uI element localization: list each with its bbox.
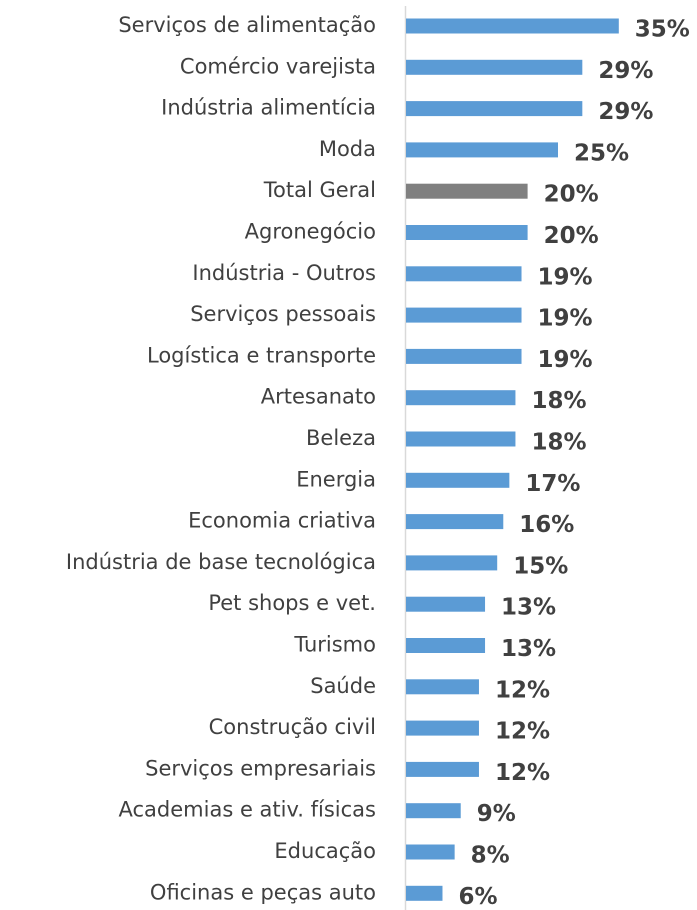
- bar: [406, 348, 522, 364]
- data-label: 18%: [531, 388, 586, 414]
- data-label: 25%: [574, 140, 629, 166]
- bar: [406, 101, 583, 117]
- category-label: Total Geral: [263, 178, 376, 202]
- category-label: Turismo: [293, 633, 376, 657]
- data-label: 15%: [513, 553, 568, 579]
- category-label: Educação: [274, 839, 376, 863]
- bar: [406, 307, 522, 323]
- bar: [406, 844, 455, 860]
- bar: [406, 679, 479, 695]
- category-label: Academias e ativ. físicas: [119, 798, 376, 822]
- data-label: 20%: [544, 223, 599, 249]
- data-label: 17%: [525, 471, 580, 497]
- category-label: Logística e transporte: [147, 343, 376, 367]
- category-label: Oficinas e peças auto: [150, 880, 376, 904]
- data-label: 16%: [519, 512, 574, 538]
- data-label: 20%: [544, 182, 599, 208]
- bar: [406, 885, 443, 901]
- category-label: Saúde: [310, 674, 376, 698]
- data-label: 35%: [635, 17, 690, 43]
- bar: [406, 803, 461, 819]
- category-label: Indústria alimentícia: [161, 96, 376, 120]
- category-label: Comércio varejista: [180, 54, 376, 78]
- bar: [406, 18, 619, 34]
- category-label: Construção civil: [209, 715, 376, 739]
- data-label: 29%: [598, 99, 653, 125]
- category-label: Serviços de alimentação: [118, 13, 376, 37]
- data-label: 29%: [598, 58, 653, 84]
- category-label: Agronegócio: [245, 220, 376, 244]
- data-label: 12%: [495, 677, 550, 703]
- bar: [406, 720, 479, 736]
- bar: [406, 142, 558, 158]
- bar: [406, 514, 504, 530]
- bar: [406, 555, 498, 571]
- data-label: 13%: [501, 595, 556, 621]
- category-label: Moda: [319, 137, 376, 161]
- data-label: 18%: [531, 430, 586, 456]
- bar: [406, 638, 486, 653]
- bar: [406, 472, 510, 488]
- data-label: 19%: [538, 264, 593, 290]
- category-label: Economia criativa: [188, 509, 376, 533]
- bar: [406, 390, 516, 406]
- data-label: 13%: [501, 636, 556, 662]
- data-label: 12%: [495, 760, 550, 786]
- category-label: Energia: [296, 467, 376, 491]
- category-label: Serviços empresariais: [145, 756, 376, 780]
- category-label: Artesanato: [261, 385, 376, 409]
- bar: [406, 431, 516, 447]
- category-label: Indústria de base tecnológica: [66, 550, 376, 574]
- bar: [406, 596, 486, 612]
- category-label: Serviços pessoais: [190, 302, 376, 326]
- category-label: Beleza: [306, 426, 376, 450]
- data-label: 9%: [477, 801, 516, 827]
- bar: [406, 266, 522, 282]
- data-label: 12%: [495, 719, 550, 745]
- category-label: Indústria - Outros: [192, 261, 376, 285]
- data-label: 19%: [538, 306, 593, 332]
- data-label: 6%: [458, 884, 497, 910]
- category-label: Pet shops e vet.: [208, 591, 376, 615]
- bar: [406, 183, 528, 199]
- bar: [406, 59, 583, 75]
- data-label: 19%: [538, 347, 593, 373]
- bar: [406, 225, 528, 240]
- data-label: 8%: [471, 843, 510, 869]
- bar: [406, 761, 479, 777]
